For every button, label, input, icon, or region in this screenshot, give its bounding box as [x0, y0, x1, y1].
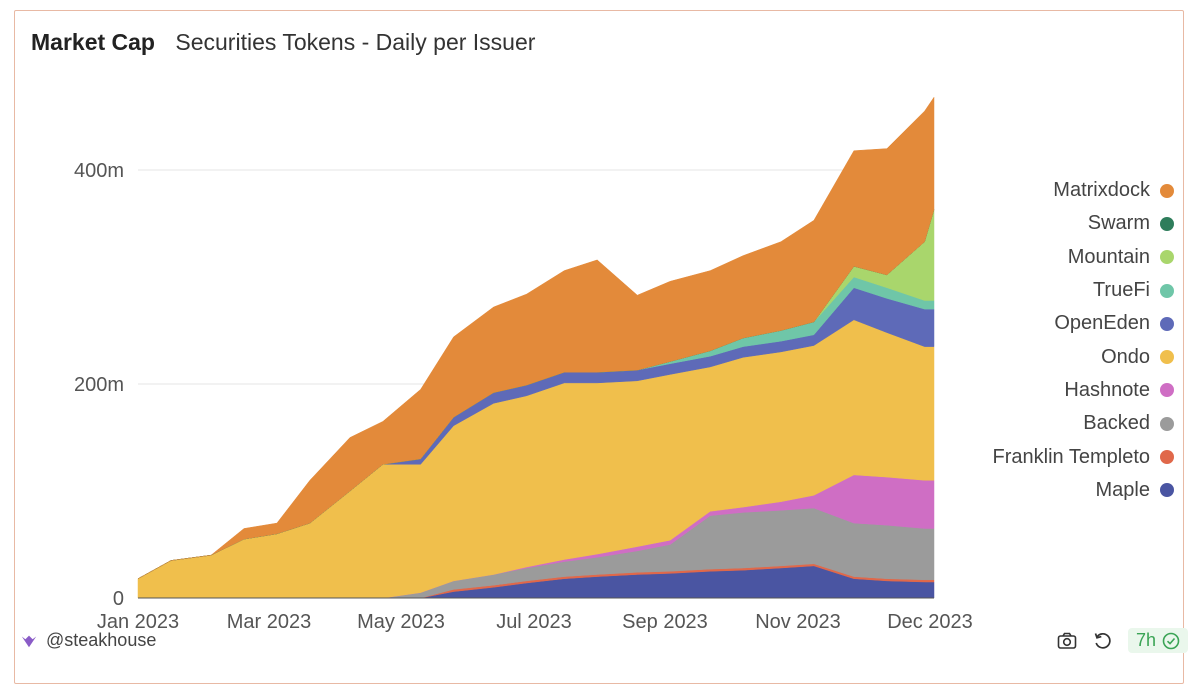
chart-header: Market Cap Securities Tokens - Daily per…: [31, 29, 535, 56]
y-tick-label: 400m: [74, 160, 124, 182]
chart-legend: Matrixdock Swarm Mountain TrueFi OpenEden Ond…: [993, 174, 1174, 507]
x-tick-label: May 2023: [357, 611, 445, 633]
legend-label: Hashnote: [1064, 378, 1150, 401]
x-tick-label: Mar 2023: [227, 611, 312, 633]
x-tick-label: Sep 2023: [622, 611, 708, 633]
x-tick-label: Jul 2023: [496, 611, 572, 633]
freshness-badge[interactable]: 7h: [1127, 628, 1188, 653]
x-tick-label: Nov 2023: [755, 611, 841, 633]
legend-swatch: [1160, 450, 1174, 465]
legend-label: OpenEden: [1054, 312, 1150, 335]
freshness-age: 7h: [1135, 630, 1156, 650]
legend-label: Backed: [1083, 412, 1150, 435]
legend-swatch: [1160, 483, 1174, 498]
brand-handle: @steakhouse: [46, 630, 157, 650]
legend-label: Mountain: [1067, 245, 1150, 268]
legend-label: Matrixdock: [1053, 179, 1150, 202]
legend-item[interactable]: Ondo: [993, 340, 1174, 373]
legend-item[interactable]: TrueFi: [993, 274, 1174, 307]
legend-item[interactable]: Maple: [993, 474, 1174, 507]
check-circle-icon: [1162, 632, 1180, 649]
legend-item[interactable]: Hashnote: [993, 374, 1174, 407]
y-tick-label: 0: [113, 588, 124, 610]
legend-label: TrueFi: [1092, 279, 1150, 302]
legend-label: Franklin Templeto: [992, 445, 1150, 468]
legend-item[interactable]: Swarm: [993, 207, 1174, 240]
x-tick-label: Dec 2023: [887, 611, 973, 633]
legend-item[interactable]: Matrixdock: [993, 174, 1174, 207]
footer-brand[interactable]: @steakhouse: [20, 630, 156, 651]
legend-swatch: [1160, 316, 1174, 331]
legend-swatch: [1160, 416, 1174, 431]
legend-item[interactable]: Mountain: [993, 241, 1174, 274]
legend-swatch: [1160, 216, 1174, 231]
legend-swatch: [1160, 383, 1174, 398]
legend-swatch: [1160, 250, 1174, 265]
legend-swatch: [1160, 183, 1174, 198]
x-tick-label: Jan 2023: [97, 611, 179, 633]
legend-item[interactable]: Franklin Templeto: [993, 440, 1174, 473]
y-tick-label: 200m: [74, 374, 124, 396]
footer-tools: 7h: [1056, 628, 1188, 653]
legend-label: Ondo: [1101, 345, 1150, 368]
legend-item[interactable]: Backed: [993, 407, 1174, 440]
chart-title: Market Cap: [31, 29, 155, 55]
steakhouse-logo-icon: [21, 635, 37, 647]
legend-label: Maple: [1095, 478, 1150, 501]
legend-label: Swarm: [1087, 212, 1150, 235]
camera-icon[interactable]: [1056, 630, 1078, 652]
refresh-icon[interactable]: [1092, 630, 1114, 652]
legend-swatch: [1160, 283, 1174, 298]
legend-item[interactable]: OpenEden: [993, 307, 1174, 340]
series-area-matrixdock: [137, 96, 935, 579]
legend-swatch: [1160, 350, 1174, 365]
chart-subtitle: Securities Tokens - Daily per Issuer: [175, 29, 536, 55]
